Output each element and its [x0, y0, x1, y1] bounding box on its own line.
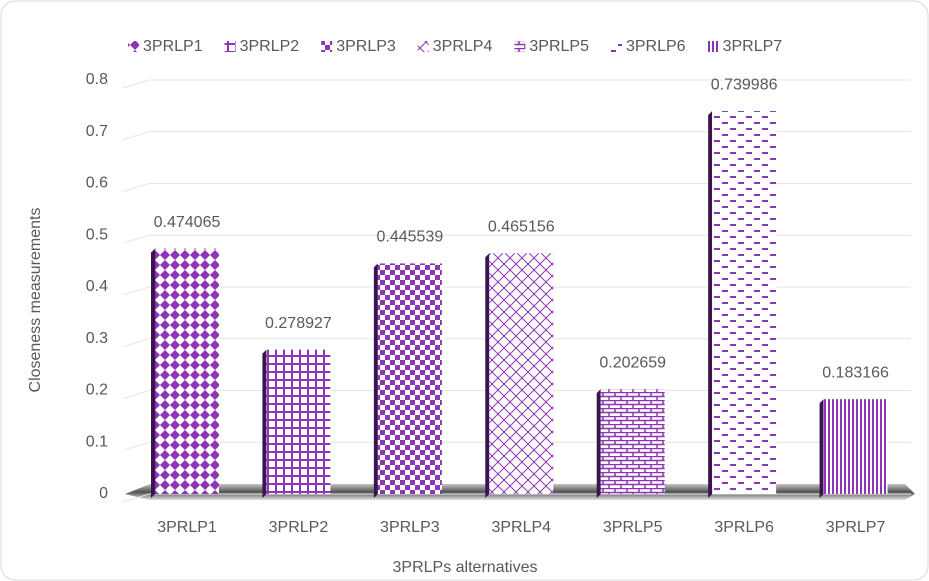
legend-swatch: [417, 41, 429, 52]
bar: [823, 399, 888, 494]
legend-swatch: [610, 41, 622, 52]
bar: [489, 253, 554, 494]
data-label: 0.183166: [822, 364, 889, 381]
grid-line: [122, 131, 911, 141]
x-tick-label: 3PRLP2: [269, 519, 329, 536]
data-label: 0.465156: [488, 219, 555, 236]
bar-side: [596, 389, 601, 498]
grid-line: [122, 338, 911, 348]
legend-label: 3PRLP7: [723, 38, 783, 55]
bar-side: [262, 349, 267, 498]
legend-swatch: [707, 41, 719, 52]
y-tick-label: 0.1: [86, 433, 108, 450]
legend-swatch: [514, 41, 526, 52]
x-tick-label: 3PRLP5: [603, 519, 663, 536]
bar: [712, 111, 777, 494]
y-axis-label: Closeness measurements: [27, 208, 44, 393]
y-tick-label: 0.6: [86, 175, 108, 192]
legend-label: 3PRLP5: [529, 38, 589, 55]
data-label: 0.278927: [265, 315, 332, 332]
y-tick-label: 0.8: [86, 71, 108, 88]
data-label: 0.474065: [154, 214, 221, 231]
grid-line: [122, 79, 911, 89]
y-tick-label: 0.4: [86, 278, 108, 295]
y-tick-label: 0.7: [86, 123, 108, 140]
grid-line: [122, 183, 911, 192]
x-tick-label: 3PRLP1: [157, 519, 217, 536]
data-label: 0.445539: [376, 229, 443, 246]
legend-label: 3PRLP2: [240, 38, 300, 55]
bar-side: [708, 111, 713, 498]
y-tick-label: 0.2: [86, 382, 108, 399]
data-label: 0.739986: [711, 76, 778, 93]
x-tick-label: 3PRLP7: [826, 519, 886, 536]
bar: [155, 248, 219, 494]
y-tick-label: 0.5: [86, 226, 108, 243]
grid-line: [122, 234, 911, 244]
legend-label: 3PRLP1: [143, 38, 203, 55]
bar-side: [485, 253, 490, 498]
legend-swatch: [128, 41, 139, 52]
legend-swatch: [224, 41, 236, 52]
bar-side: [151, 248, 155, 498]
grid-line: [122, 286, 911, 296]
legend-swatch: [321, 41, 333, 52]
bar: [377, 263, 442, 494]
x-tick-label: 3PRLP3: [380, 519, 440, 536]
legend-label: 3PRLP3: [336, 38, 396, 55]
bar-side: [819, 399, 824, 498]
legend-label: 3PRLP6: [626, 38, 686, 55]
bar: [266, 349, 331, 494]
x-axis-label: 3PRLPs alternatives: [393, 559, 538, 576]
data-label: 0.202659: [599, 354, 666, 371]
x-tick-label: 3PRLP6: [714, 519, 774, 536]
bar: [600, 389, 665, 494]
x-tick-label: 3PRLP4: [491, 519, 551, 536]
y-tick-label: 0: [99, 485, 108, 502]
legend-label: 3PRLP4: [433, 38, 493, 55]
bar-side: [373, 263, 378, 498]
y-tick-label: 0.3: [86, 330, 108, 347]
